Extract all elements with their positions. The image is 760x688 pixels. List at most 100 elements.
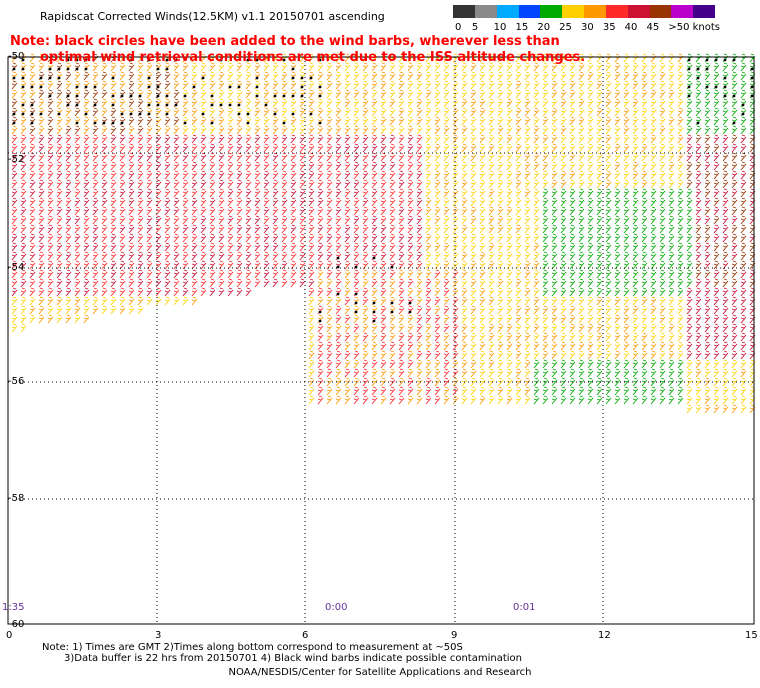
wind-barb (470, 89, 477, 99)
wind-barb (56, 98, 63, 108)
wind-barb (11, 233, 18, 243)
wind-barb (344, 278, 351, 288)
wind-barb (416, 80, 423, 90)
wind-barb (632, 233, 639, 243)
wind-barb (119, 134, 126, 144)
wind-barb (389, 242, 396, 252)
wind-barb (515, 161, 522, 171)
wind-barb (497, 170, 504, 180)
wind-barb (164, 197, 171, 207)
wind-barb (641, 170, 648, 180)
wind-barb (506, 377, 513, 387)
wind-barb (614, 395, 621, 405)
wind-barb (704, 251, 711, 261)
wind-barb (569, 341, 576, 351)
wind-barb (623, 251, 630, 261)
wind-barb (281, 134, 288, 144)
wind-barb (200, 161, 207, 171)
wind-barb (434, 305, 441, 315)
wind-barb (587, 287, 594, 297)
wind-barb (497, 98, 504, 108)
wind-barb (146, 125, 153, 135)
wind-barb (371, 98, 378, 108)
contamination-dot (255, 58, 259, 62)
wind-barb (731, 305, 738, 315)
wind-barb (227, 278, 234, 288)
wind-barb (632, 287, 639, 297)
wind-barb (29, 305, 36, 315)
contamination-dot (165, 112, 169, 116)
wind-barb (659, 305, 666, 315)
wind-barb (605, 98, 612, 108)
wind-barb (128, 170, 135, 180)
wind-barb (677, 386, 684, 396)
wind-barb (632, 377, 639, 387)
wind-barb (371, 125, 378, 135)
wind-barb (686, 350, 693, 360)
wind-barb (587, 170, 594, 180)
wind-barb (542, 323, 549, 333)
wind-barb (308, 206, 315, 216)
wind-barb (668, 179, 675, 189)
wind-barb (362, 323, 369, 333)
wind-barb (569, 224, 576, 234)
wind-barb (623, 305, 630, 315)
wind-barb (641, 179, 648, 189)
wind-barb (137, 80, 144, 90)
wind-barb (470, 179, 477, 189)
wind-barb (29, 278, 36, 288)
wind-barb (632, 368, 639, 378)
wind-barb (254, 233, 261, 243)
wind-barb (344, 395, 351, 405)
wind-barb (515, 296, 522, 306)
wind-barb (578, 161, 585, 171)
wind-barb (209, 71, 216, 81)
wind-barb (722, 224, 729, 234)
wind-barb (497, 233, 504, 243)
wind-barb (488, 233, 495, 243)
wind-barb (398, 62, 405, 72)
wind-barb (173, 269, 180, 279)
wind-barb (443, 341, 450, 351)
wind-barb (461, 125, 468, 135)
wind-barb (740, 89, 747, 99)
wind-barb (587, 251, 594, 261)
wind-barb (272, 215, 279, 225)
contamination-dot (336, 256, 340, 260)
wind-barb (245, 224, 252, 234)
wind-barb (416, 287, 423, 297)
wind-barb (371, 134, 378, 144)
wind-barb (425, 395, 432, 405)
wind-barb (182, 71, 189, 81)
wind-barb (65, 152, 72, 162)
wind-barb (569, 251, 576, 261)
lon-label: 9 (451, 630, 458, 641)
wind-barb (47, 125, 54, 135)
wind-barb (425, 332, 432, 342)
wind-barb (416, 125, 423, 135)
wind-barb (380, 188, 387, 198)
wind-barb (641, 89, 648, 99)
wind-barb (461, 269, 468, 279)
wind-barb (677, 107, 684, 117)
wind-barb (344, 332, 351, 342)
wind-barb (434, 377, 441, 387)
wind-barb (371, 287, 378, 297)
legend-label: >50 knots (668, 22, 720, 33)
wind-barb (200, 89, 207, 99)
wind-barb (101, 188, 108, 198)
wind-barb (173, 224, 180, 234)
wind-barb (605, 188, 612, 198)
wind-barb (506, 314, 513, 324)
wind-barb (92, 269, 99, 279)
wind-barb (74, 179, 81, 189)
wind-barb (263, 143, 270, 153)
wind-barb (92, 125, 99, 135)
wind-barb (317, 152, 324, 162)
wind-barb (677, 161, 684, 171)
wind-barb (740, 296, 747, 306)
wind-barb (443, 62, 450, 72)
wind-barb (119, 98, 126, 108)
wind-barb (101, 107, 108, 117)
